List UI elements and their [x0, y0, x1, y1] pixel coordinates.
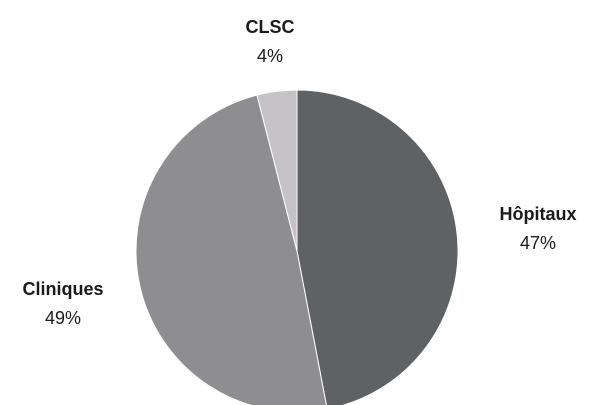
- pie-slice-cliniques: [135, 94, 327, 405]
- slice-label-hopitaux: Hôpitaux: [499, 204, 576, 224]
- slice-value-cliniques: 49%: [45, 308, 81, 328]
- slice-label-cliniques: Cliniques: [22, 279, 103, 299]
- slice-value-hopitaux: 47%: [520, 233, 556, 253]
- slice-value-clsc: 4%: [257, 46, 283, 66]
- slice-label-clsc: CLSC: [246, 17, 295, 37]
- pie-slice-clsc: [256, 89, 298, 252]
- pie-slice-hopitaux: [296, 89, 459, 405]
- pie-slices: [135, 89, 459, 405]
